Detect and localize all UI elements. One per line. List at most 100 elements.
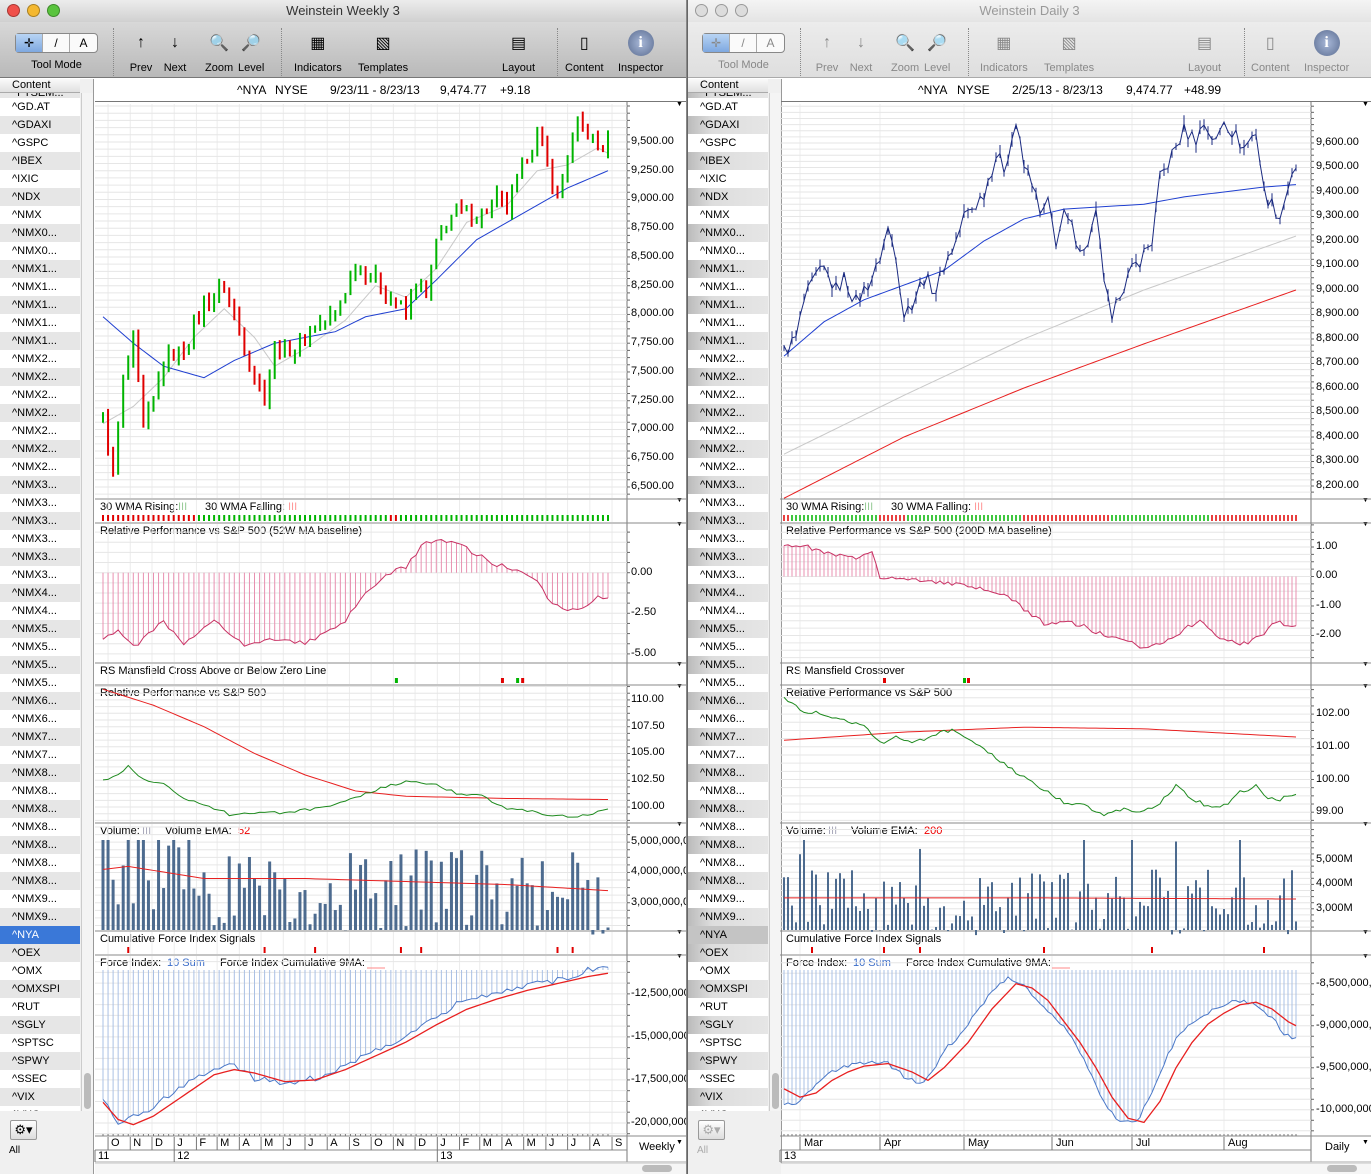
tool-mode-control[interactable]: ✛ / A Tool Mode: [702, 30, 785, 71]
symbol-list-item[interactable]: ^NMX9...: [0, 908, 80, 926]
symbol-list-item[interactable]: ^NMX1...: [0, 296, 80, 314]
symbol-list-item[interactable]: ^VIX: [688, 1088, 768, 1106]
symbol-list-item[interactable]: ^RUT: [688, 998, 768, 1016]
text-tool-icon[interactable]: A: [766, 36, 775, 50]
symbol-list-item[interactable]: ^NMX2...: [688, 386, 768, 404]
symbol-list-item[interactable]: ^NMX8...: [688, 872, 768, 890]
panel-menu-triangle[interactable]: ▼: [1362, 497, 1369, 504]
symbol-list-item[interactable]: ^SGLY: [688, 1016, 768, 1034]
horizontal-scroll-thumb[interactable]: [1327, 1165, 1357, 1172]
symbol-list-item[interactable]: ^IBEX: [688, 152, 768, 170]
symbol-list-item[interactable]: ^NMX5...: [688, 674, 768, 692]
layout-button[interactable]: ▤ Layout: [1188, 30, 1221, 74]
symbol-list-item[interactable]: ^NMX8...: [0, 764, 80, 782]
symbol-list-item[interactable]: ^SPWY: [0, 1052, 80, 1070]
symbol-list-item[interactable]: ^NMX5...: [0, 674, 80, 692]
timeframe-dropdown-icon[interactable]: ▼: [676, 1139, 683, 1146]
symbol-list-item[interactable]: ^NMX1...: [0, 332, 80, 350]
sidebar-header[interactable]: Content: [0, 79, 80, 93]
symbol-list-item[interactable]: ^NMX3...: [688, 476, 768, 494]
symbol-list-item[interactable]: ^SGLY: [0, 1016, 80, 1034]
symbol-list-item[interactable]: ^NMX3...: [0, 512, 80, 530]
symbol-list-item[interactable]: ^NMX5...: [688, 620, 768, 638]
symbol-list-item[interactable]: ^NMX1...: [688, 332, 768, 350]
symbol-list-item[interactable]: ^NMX8...: [0, 872, 80, 890]
inspector-button[interactable]: i Inspector: [1304, 30, 1349, 74]
zoom-in-button[interactable]: 🔎 Level: [238, 30, 264, 74]
symbol-list-item[interactable]: ^NMX7...: [688, 746, 768, 764]
symbol-list-item[interactable]: ^NMX2...: [688, 458, 768, 476]
symbol-list-item[interactable]: ^NMX6...: [0, 692, 80, 710]
indicators-button[interactable]: ▦ Indicators: [294, 30, 342, 74]
panel-menu-triangle[interactable]: ▼: [676, 497, 683, 504]
symbol-list-item[interactable]: ^NMX6...: [688, 692, 768, 710]
sidebar-scroll-thumb[interactable]: [772, 1073, 779, 1109]
symbol-list-item[interactable]: ^VXO: [0, 1106, 80, 1111]
symbol-list-item[interactable]: ^IXIC: [688, 170, 768, 188]
tool-mode-segments[interactable]: ✛ / A: [702, 33, 785, 53]
symbol-list-item[interactable]: ^NMX7...: [0, 728, 80, 746]
symbol-list-item[interactable]: ^NMX1...: [688, 278, 768, 296]
symbol-list-item[interactable]: ^NMX4...: [0, 584, 80, 602]
symbol-list-item[interactable]: ^NMX5...: [0, 656, 80, 674]
panel-menu-triangle[interactable]: ▼: [676, 953, 683, 960]
symbol-list-item[interactable]: ^NDX: [0, 188, 80, 206]
symbol-list-item[interactable]: ^NMX3...: [0, 548, 80, 566]
symbol-list-item[interactable]: ^NDX: [688, 188, 768, 206]
panel-menu-triangle[interactable]: ▼: [1362, 683, 1369, 690]
panel-menu-triangle[interactable]: ▼: [676, 661, 683, 668]
symbol-list-item[interactable]: ^NYA: [0, 926, 80, 944]
line-tool-icon[interactable]: /: [730, 34, 757, 52]
panel-menu-triangle[interactable]: ▼: [676, 683, 683, 690]
symbol-list-item[interactable]: ^GSPC: [688, 134, 768, 152]
zoom-window-button[interactable]: [47, 4, 60, 17]
templates-button[interactable]: ▧ Templates: [358, 30, 408, 74]
symbol-list-item[interactable]: ^VIX: [0, 1088, 80, 1106]
symbol-list-item[interactable]: ^NMX3...: [688, 494, 768, 512]
settings-gear-button[interactable]: ⚙▾: [698, 1120, 725, 1140]
close-window-button[interactable]: [695, 4, 708, 17]
horizontal-scrollbar[interactable]: [95, 1163, 686, 1174]
horizontal-scroll-thumb[interactable]: [642, 1165, 672, 1172]
title-bar[interactable]: Weinstein Daily 3: [688, 0, 1371, 22]
symbol-list-item[interactable]: ^NMX0...: [688, 242, 768, 260]
panel-menu-triangle[interactable]: ▼: [1362, 101, 1369, 108]
sidebar-footer-all[interactable]: All: [697, 1145, 709, 1156]
close-window-button[interactable]: [7, 4, 20, 17]
symbol-list-item[interactable]: ^NMX8...: [0, 836, 80, 854]
sidebar-scrollbar[interactable]: [769, 93, 781, 1111]
symbol-list-item[interactable]: ^NMX1...: [0, 278, 80, 296]
symbol-list-item[interactable]: ^SSEC: [688, 1070, 768, 1088]
panel-menu-triangle[interactable]: ▼: [676, 101, 683, 108]
symbol-list-item[interactable]: ^SPTSC: [0, 1034, 80, 1052]
symbol-list-item[interactable]: ^NMX2...: [0, 440, 80, 458]
crosshair-tool-icon[interactable]: ✛: [703, 34, 730, 52]
symbol-list-item[interactable]: ^NMX4...: [688, 602, 768, 620]
symbol-list-item[interactable]: ^NMX1...: [688, 314, 768, 332]
symbol-list-item[interactable]: ^NMX2...: [688, 422, 768, 440]
layout-button[interactable]: ▤ Layout: [502, 30, 535, 74]
symbol-list-item[interactable]: ^NMX: [0, 206, 80, 224]
next-button[interactable]: ↓ Next: [162, 30, 188, 74]
symbol-list-item[interactable]: ^SPTSC: [688, 1034, 768, 1052]
minimize-window-button[interactable]: [27, 4, 40, 17]
symbol-list-item[interactable]: ^NMX2...: [688, 404, 768, 422]
templates-button[interactable]: ▧ Templates: [1044, 30, 1094, 74]
symbol-list-item[interactable]: ^NMX8...: [688, 764, 768, 782]
panel-menu-triangle[interactable]: ▼: [1362, 521, 1369, 528]
symbol-list-item[interactable]: ^NMX6...: [0, 710, 80, 728]
symbol-list-item[interactable]: ^NMX5...: [0, 638, 80, 656]
symbol-list-item-partial[interactable]: ^FTSEM...: [0, 93, 80, 98]
symbol-list-item[interactable]: ^NMX6...: [688, 710, 768, 728]
line-tool-icon[interactable]: /: [43, 34, 70, 52]
symbol-list-item[interactable]: ^NMX8...: [688, 782, 768, 800]
symbol-list-item[interactable]: ^RUT: [0, 998, 80, 1016]
symbol-list-item[interactable]: ^NMX8...: [0, 782, 80, 800]
panel-menu-triangle[interactable]: ▼: [1362, 821, 1369, 828]
tool-mode-control[interactable]: ✛ / A Tool Mode: [15, 30, 98, 71]
symbol-list-item[interactable]: ^NMX2...: [688, 368, 768, 386]
tool-mode-segments[interactable]: ✛ / A: [15, 33, 98, 53]
crosshair-tool-icon[interactable]: ✛: [16, 34, 43, 52]
symbol-list-item[interactable]: ^NMX2...: [0, 458, 80, 476]
symbol-list-item[interactable]: ^NMX5...: [0, 620, 80, 638]
